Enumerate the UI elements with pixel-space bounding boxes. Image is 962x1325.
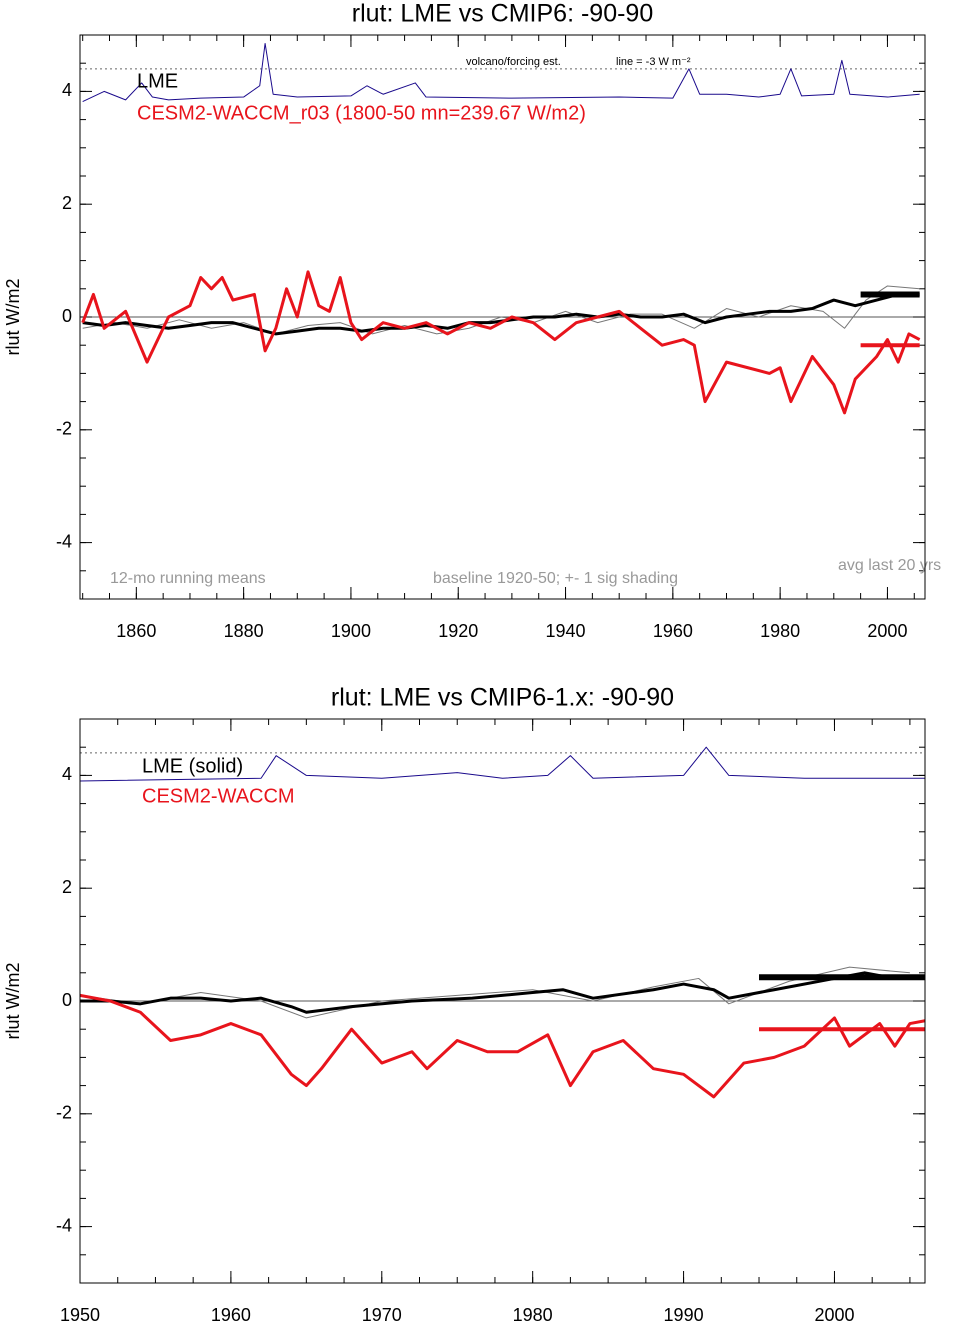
y-tick-label: 4 — [62, 80, 72, 100]
legend-label: CESM2-WACCM_r03 (1800-50 mn=239.67 W/m2) — [137, 102, 586, 124]
annotation: baseline 1920-50; +- 1 sig shading — [433, 570, 678, 587]
x-tick-label: 1860 — [116, 621, 156, 641]
series-line — [79, 966, 910, 1019]
chart-title: rlut: LME vs CMIP6-1.x: -90-90 — [331, 684, 674, 712]
legend-label: LME (solid) — [142, 755, 243, 777]
x-tick-label: 1960 — [653, 621, 693, 641]
x-tick-label: 2000 — [867, 621, 907, 641]
chart-title: rlut: LME vs CMIP6: -90-90 — [352, 0, 653, 28]
y-tick-label: 4 — [62, 764, 72, 784]
legend-label: LME — [137, 70, 178, 92]
x-tick-label: 1900 — [331, 621, 371, 641]
y-tick-label: -2 — [56, 419, 72, 439]
x-tick-label: 2000 — [814, 1305, 854, 1325]
y-tick-label: 2 — [62, 193, 72, 213]
plot-frame — [79, 718, 926, 1284]
x-tick-label: 1970 — [362, 1305, 402, 1325]
x-tick-label: 1980 — [760, 621, 800, 641]
legend-label: CESM2-WACCM — [142, 785, 295, 807]
series-line — [81, 270, 921, 415]
series-line — [80, 971, 925, 1014]
y-tick-label: -4 — [56, 1215, 72, 1235]
plot-frame — [79, 34, 926, 600]
annotation: volcano/forcing est. — [466, 56, 561, 68]
annotation: line = -3 W m⁻² — [616, 56, 691, 68]
y-tick-label: 2 — [62, 877, 72, 897]
series-line — [82, 42, 920, 103]
annotation: avg last 20 yrs — [838, 557, 941, 574]
x-tick-label: 1940 — [546, 621, 586, 641]
series-line — [82, 292, 920, 336]
y-axis-label: rlut W/m2 — [3, 962, 23, 1039]
x-tick-label: 1960 — [211, 1305, 251, 1325]
x-tick-label: 1990 — [664, 1305, 704, 1325]
y-tick-label: 0 — [62, 306, 72, 326]
x-tick-label: 1980 — [513, 1305, 553, 1325]
y-axis-label: rlut W/m2 — [3, 278, 23, 355]
x-tick-label: 1880 — [224, 621, 264, 641]
y-tick-label: -2 — [56, 1103, 72, 1123]
y-tick-label: 0 — [62, 990, 72, 1010]
series-line — [79, 993, 926, 1099]
x-tick-label: 1950 — [60, 1305, 100, 1325]
annotation: 12-mo running means — [110, 570, 266, 587]
x-tick-label: 1920 — [438, 621, 478, 641]
series-line — [79, 746, 925, 782]
y-tick-label: -4 — [56, 531, 72, 551]
